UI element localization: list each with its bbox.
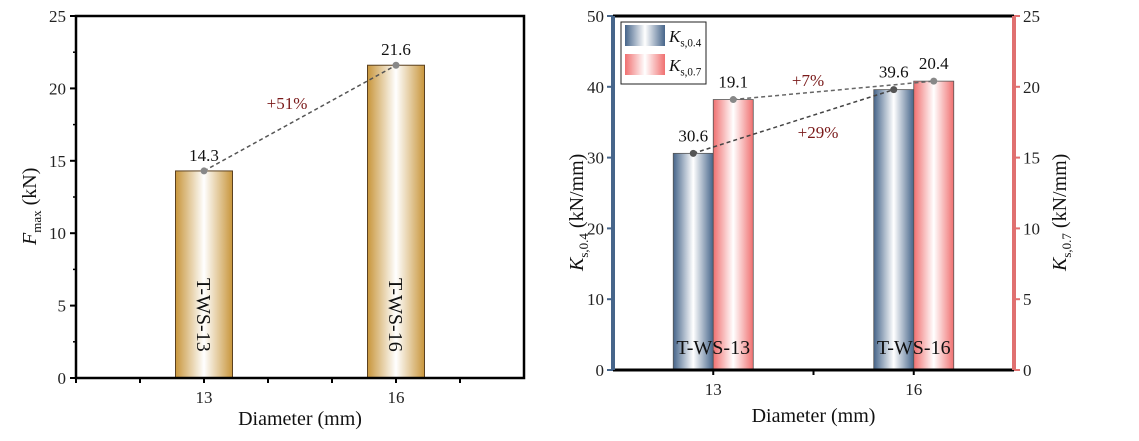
legend-label-ks04: Ks,0.4	[668, 27, 702, 49]
legend-swatch-ks04	[625, 25, 665, 46]
y-tick-label: 10	[49, 224, 66, 243]
fmax-chart: 14.3 T-WS-13 21.6 T-WS-16 +51% 0 5 10 15 20 25 13 16…	[19, 7, 526, 430]
bar-label: T-WS-16	[384, 278, 406, 352]
data-label: 14.3	[189, 146, 219, 165]
trend-marker	[392, 61, 400, 69]
annotation-ks04: +29%	[798, 123, 839, 142]
left-y-tick-label: 0	[596, 361, 605, 380]
x-tick-label: 16	[905, 380, 922, 399]
bar-ks07-16	[913, 80, 955, 371]
stiffness-chart: 30.6 19.1 T-WS-13 39.6 20.4 T-WS-16 +7% +29% 0 10…	[566, 7, 1074, 427]
right-y-tick-label: 25	[1023, 7, 1040, 26]
trend-marker-ks07	[930, 77, 938, 85]
right-y-tick-label: 15	[1023, 149, 1040, 168]
left-y-tick-label: 20	[587, 219, 604, 238]
right-y-tick-label: 5	[1023, 290, 1032, 309]
data-label-ks04: 39.6	[879, 63, 909, 82]
bar-ks04-16	[873, 89, 915, 371]
group-label: T-WS-16	[877, 337, 951, 359]
bar-ks04-13	[672, 152, 714, 371]
legend-label-ks07: Ks,0.7	[668, 56, 702, 78]
trend-line-ks07	[733, 80, 934, 101]
x-tick-label: 13	[705, 380, 722, 399]
trend-marker-ks07	[729, 96, 737, 104]
trend-marker-ks04	[689, 149, 697, 157]
x-axis-label: Diameter (mm)	[238, 408, 362, 430]
y-tick-label: 5	[58, 297, 67, 316]
data-label-ks04: 30.6	[678, 126, 708, 145]
left-y-tick-label: 30	[587, 149, 604, 168]
left-y-tick-label: 40	[587, 78, 604, 97]
right-y-tick-label: 20	[1023, 78, 1040, 97]
trend-line-ks04	[693, 88, 894, 155]
x-tick-label: 16	[388, 388, 405, 407]
left-y-tick-label: 10	[587, 290, 604, 309]
data-label-ks07: 19.1	[718, 73, 748, 92]
trend-marker	[200, 167, 208, 175]
legend: Ks,0.4 Ks,0.7	[620, 21, 707, 85]
y-tick-label: 15	[49, 152, 66, 171]
bar-label: T-WS-13	[192, 278, 214, 352]
bar-16	[367, 64, 425, 379]
trend-line	[203, 64, 397, 172]
trend-marker-ks04	[890, 86, 898, 94]
y-axis-label: Fmax (kN)	[19, 168, 44, 246]
left-y-axis-label: Ks,0.4 (kN/mm)	[566, 154, 591, 272]
plot-frame	[74, 14, 526, 380]
y-tick-label: 20	[49, 79, 66, 98]
y-tick-label: 25	[49, 7, 66, 26]
x-axis-label: Diameter (mm)	[752, 405, 876, 427]
data-label-ks07: 20.4	[919, 54, 949, 73]
legend-swatch-ks07	[625, 54, 665, 75]
group-label: T-WS-13	[676, 337, 750, 359]
y-tick-label: 0	[58, 369, 67, 388]
x-tick-label: 13	[196, 388, 213, 407]
annotation-ks07: +7%	[792, 71, 824, 90]
right-y-axis-label: Ks,0.7 (kN/mm)	[1049, 154, 1074, 272]
right-y-tick-label: 10	[1023, 219, 1040, 238]
increase-annotation: +51%	[267, 94, 308, 113]
bar-13	[175, 170, 233, 379]
right-y-tick-label: 0	[1023, 361, 1032, 380]
data-label: 21.6	[381, 40, 411, 59]
left-y-tick-label: 50	[587, 7, 604, 26]
